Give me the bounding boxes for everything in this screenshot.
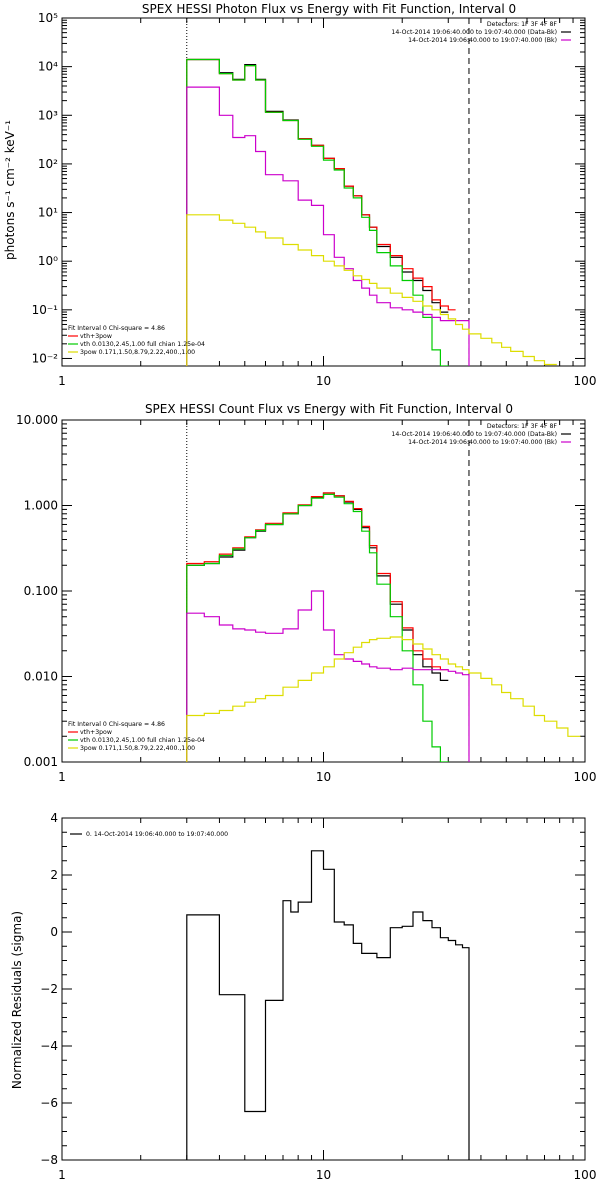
residuals-ylabel: Normalized Residuals (sigma) (10, 911, 24, 1089)
legend-bottom-left-text: 3pow 0.171,1.50,8.79,2.22,400.,1.00 (80, 349, 195, 356)
legend-top-right-text: Detectors: 1F 3F 4F 8F (487, 21, 558, 28)
legend-bottom-left-text: vth+3pow (80, 333, 112, 340)
series-group (186, 58, 557, 366)
legend-bottom-left-text: 3pow 0.171,1.50,8.79,2.22,400.,1.00 (80, 745, 195, 752)
x-tick-label: 1 (58, 374, 66, 388)
legend-bottom-left-text: vth 0.0130,2.45,1.00 full chian 1.25e-04 (80, 737, 205, 744)
x-tick-label: 1 (58, 1168, 66, 1182)
series-group (186, 850, 470, 1160)
photon-flux-plot: 1 10 100 10⁻² 10⁻¹ 10⁰ 10¹ 10² 10³ 10⁴ 10⁵ Detector… (32, 11, 597, 388)
y-tick-label: 0 (50, 925, 58, 939)
series-group (186, 492, 581, 762)
y-tick-label: 0.001 (24, 755, 58, 769)
residuals-panel: Normalized Residuals (sigma) 1 10 100 −8 −6 −… (10, 811, 596, 1182)
series-line-4 (186, 214, 557, 366)
legend-top-right-text: 14-Oct-2014 19:06:40.000 to 19:07:40.000… (408, 439, 557, 446)
y-tick-label: −6 (40, 1096, 58, 1110)
count-flux-panel: SPEX HESSI Count Flux vs Energy with Fit… (16, 402, 596, 784)
y-tick-label: 10⁴ (38, 60, 58, 74)
y-tick-label: 10² (38, 157, 58, 171)
y-tick-label: 10.000 (16, 413, 58, 427)
y-tick-label: −4 (40, 1039, 58, 1053)
y-tick-label: 10⁰ (38, 254, 58, 268)
count-flux-plot: 1 10 100 0.001 0.010 0.100 1.000 10.000 Detector… (16, 413, 596, 784)
legend-bottom-left-text: vth 0.0130,2.45,1.00 full chian 1.25e-04 (80, 341, 205, 348)
legend-top-right-text: 14-Oct-2014 19:06:40.000 to 19:07:40.000… (408, 37, 557, 44)
photon-flux-ylabel: photons s⁻¹ cm⁻² keV⁻¹ (3, 120, 17, 260)
x-tick-label: 100 (574, 770, 597, 784)
y-tick-label: 4 (50, 811, 58, 825)
legend-top-right-text: 14-Oct-2014 19:06:40.000 to 19:07:40.000… (391, 29, 557, 36)
legend-top-left-text: 0. 14-Oct-2014 19:06:40.000 to 19:07:40.… (86, 831, 228, 838)
y-tick-label: 0.100 (24, 584, 58, 598)
legend-bottom-left-text: Fit Interval 0 Chi-square = 4.86 (68, 721, 165, 728)
series-line-2 (186, 493, 449, 762)
y-tick-label: 10⁵ (38, 11, 58, 25)
y-tick-label: 10⁻¹ (32, 303, 59, 317)
x-tick-label: 1 (58, 770, 66, 784)
series-line-3 (186, 86, 470, 366)
legend-top-right-text: Detectors: 1F 3F 4F 8F (487, 423, 558, 430)
y-tick-label: 10⁻² (32, 351, 59, 365)
series-line-4 (186, 636, 581, 762)
y-tick-label: 1.000 (24, 499, 58, 513)
y-tick-label: 10¹ (38, 206, 58, 220)
x-tick-label: 100 (574, 1168, 597, 1182)
photon-flux-panel: SPEX HESSI Photon Flux vs Energy with Fi… (3, 2, 596, 388)
legend-bottom-left-text: Fit Interval 0 Chi-square = 4.86 (68, 325, 165, 332)
photon-flux-title: SPEX HESSI Photon Flux vs Energy with Fi… (142, 2, 516, 16)
y-tick-label: 0.010 (24, 670, 58, 684)
count-flux-title: SPEX HESSI Count Flux vs Energy with Fit… (145, 402, 513, 416)
series-line-2 (186, 58, 449, 366)
x-tick-label: 10 (316, 770, 331, 784)
x-tick-label: 100 (574, 374, 597, 388)
residuals-plot: 1 10 100 −8 −6 −4 −2 0 2 4 0. 14-Oct-2014 19:06:40… (40, 811, 596, 1182)
y-tick-label: −8 (40, 1153, 58, 1167)
series-line-0 (186, 850, 470, 1160)
y-tick-label: −2 (40, 982, 58, 996)
x-tick-label: 10 (316, 374, 331, 388)
legend-bottom-left-text: vth+3pow (80, 729, 112, 736)
x-tick-label: 10 (316, 1168, 331, 1182)
y-tick-label: 10³ (38, 108, 58, 122)
legend-top-right-text: 14-Oct-2014 19:06:40.000 to 19:07:40.000… (391, 431, 557, 438)
y-tick-label: 2 (50, 868, 58, 882)
